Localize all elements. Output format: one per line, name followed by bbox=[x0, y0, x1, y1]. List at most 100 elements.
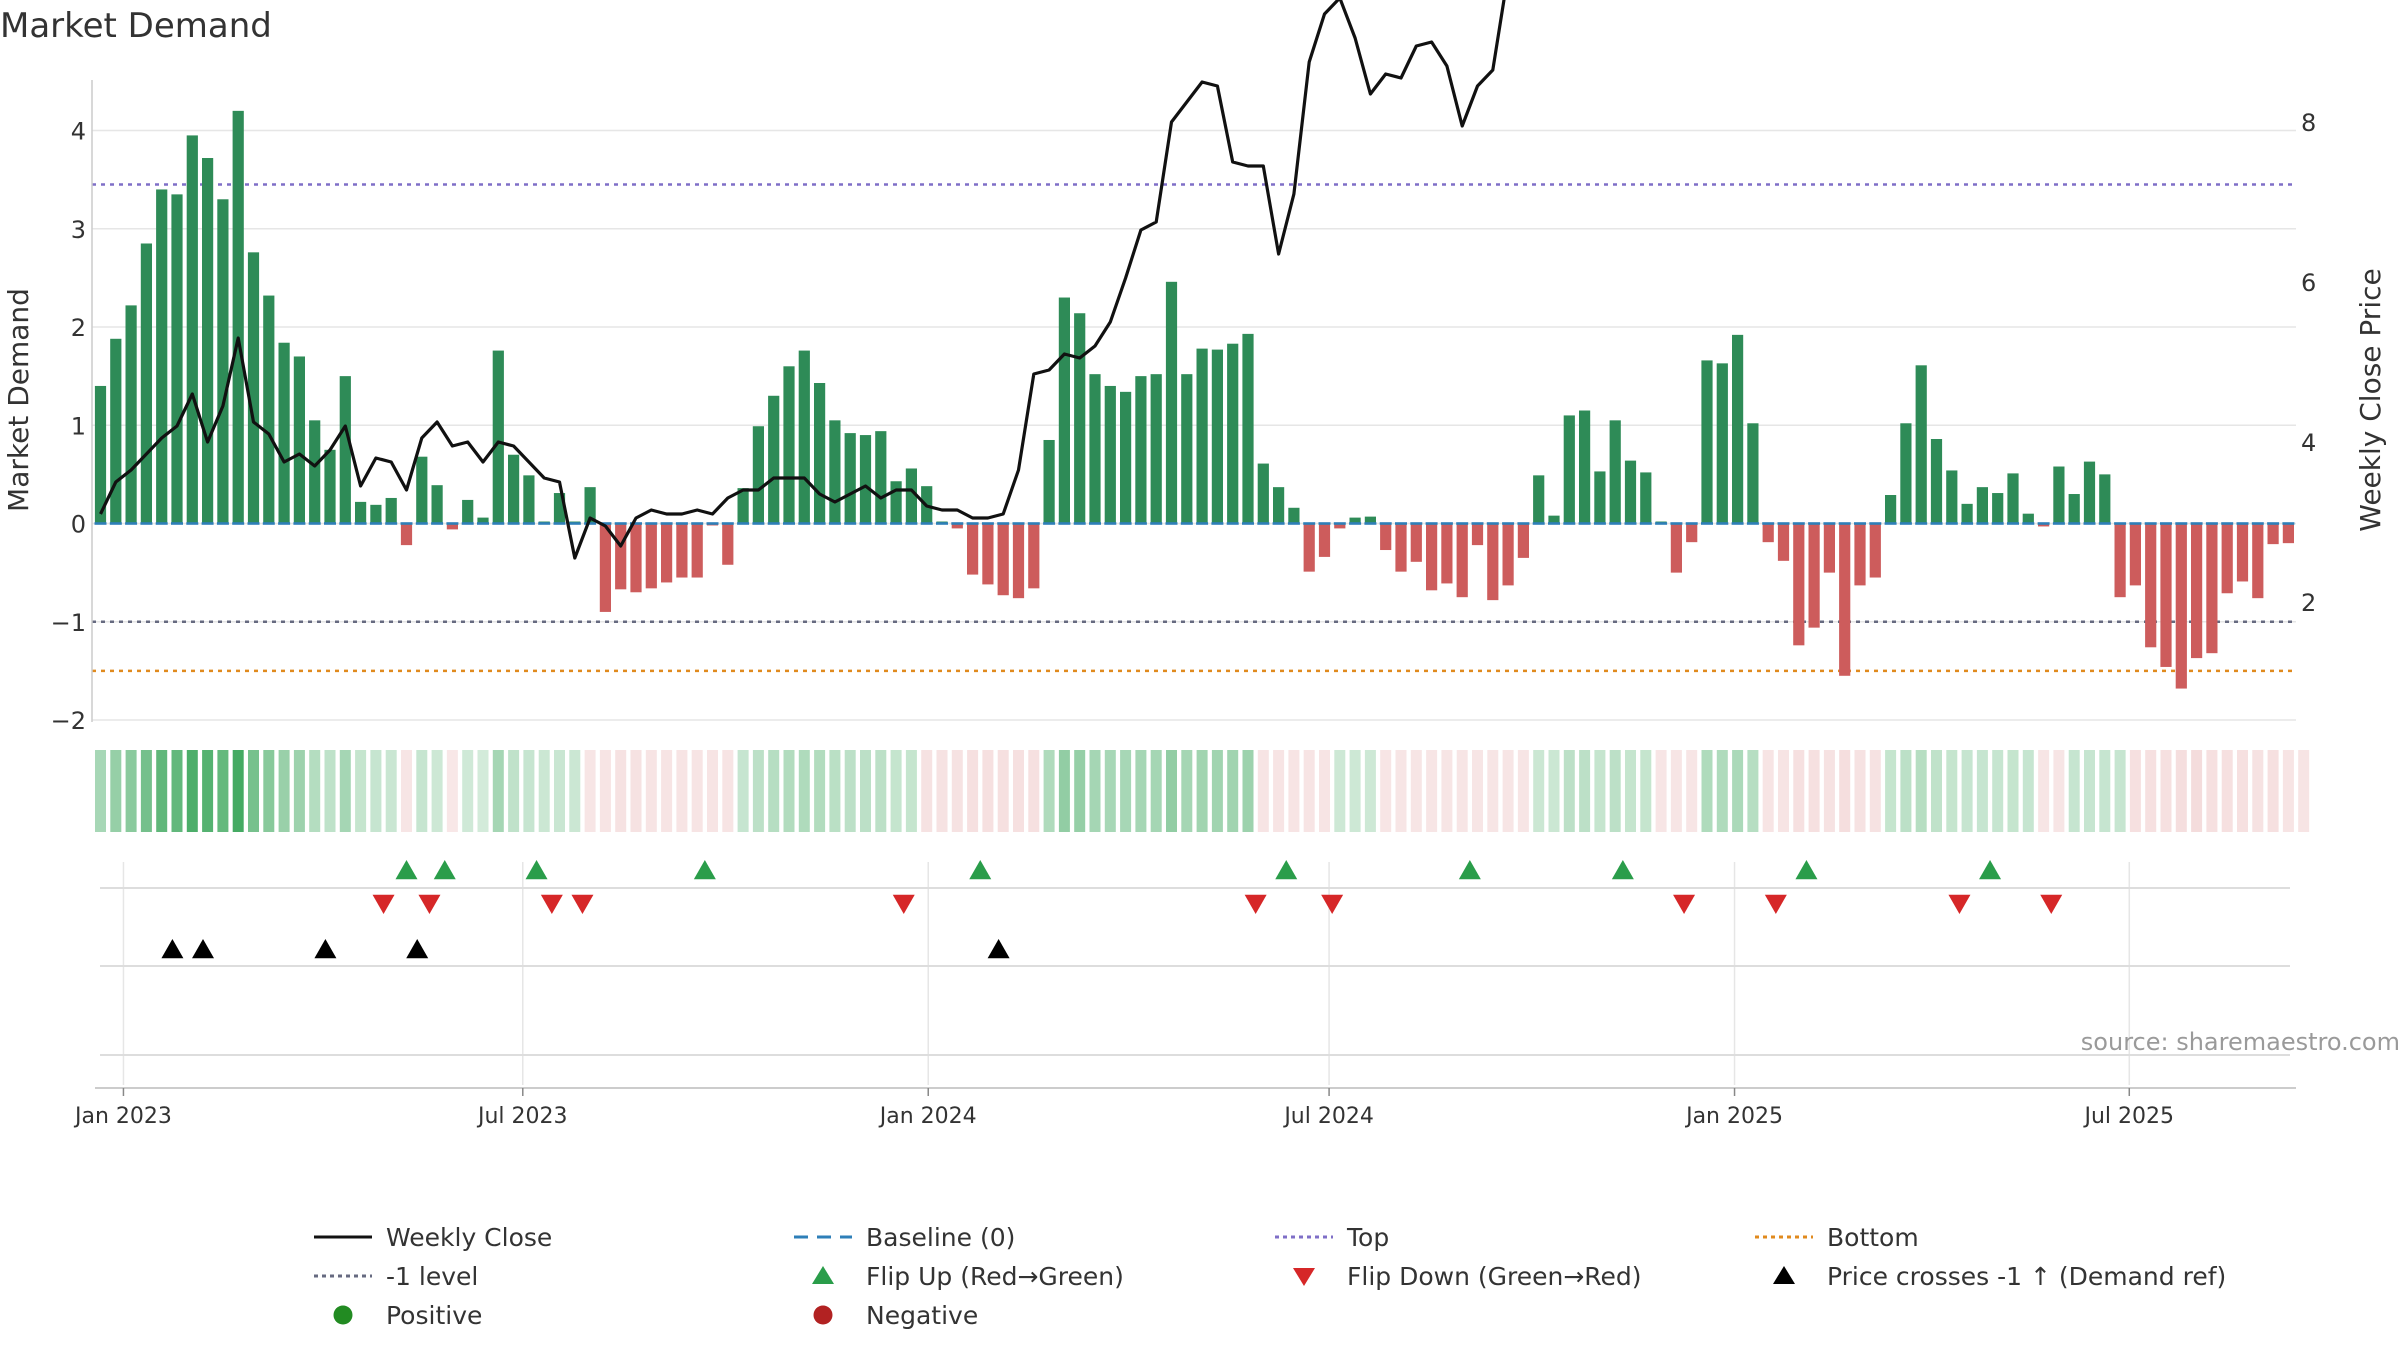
left-tick-label: 2 bbox=[71, 314, 86, 342]
legend-item: -1 level bbox=[314, 1262, 478, 1291]
demand-bar bbox=[1670, 523, 1682, 573]
demand-bar bbox=[752, 426, 764, 524]
demand-bar bbox=[1456, 523, 1468, 598]
x-axis-ticks: Jan 2023 Jul 2023 Jan 2024 Jul 2024 Jan 2025… bbox=[73, 1088, 2174, 1129]
heat-cell bbox=[1441, 750, 1453, 832]
heat-cell bbox=[186, 750, 198, 832]
heat-cell bbox=[1854, 750, 1866, 832]
demand-bar bbox=[1517, 523, 1529, 558]
heat-cell bbox=[967, 750, 979, 832]
legend: Weekly Close Baseline (0) Top Bottom -1 leve… bbox=[314, 1223, 2226, 1330]
x-tick-label: Jan 2025 bbox=[1684, 1104, 1783, 1129]
legend-item: Positive bbox=[333, 1301, 482, 1330]
demand-bar bbox=[125, 305, 137, 524]
flip-up-marker bbox=[693, 860, 716, 880]
flip-down-marker bbox=[1673, 894, 1696, 914]
heat-cell bbox=[584, 750, 596, 832]
heat-cell bbox=[1747, 750, 1759, 832]
heat-cell bbox=[1257, 750, 1269, 832]
heat-cell bbox=[1640, 750, 1652, 832]
demand-bar bbox=[110, 338, 122, 524]
flip-down-marker bbox=[571, 894, 594, 914]
heat-cell bbox=[783, 750, 795, 832]
heat-cell bbox=[1900, 750, 1912, 832]
flip-up-marker bbox=[1458, 860, 1481, 880]
heat-cell bbox=[615, 750, 627, 832]
heat-cell bbox=[2221, 750, 2233, 832]
heat-cell bbox=[370, 750, 382, 832]
heat-cell bbox=[844, 750, 856, 832]
demand-bar bbox=[1227, 343, 1239, 524]
heat-cell bbox=[1915, 750, 1927, 832]
flip-down-marker bbox=[1948, 894, 1971, 914]
flip-down-marker bbox=[1764, 894, 1787, 914]
demand-bar bbox=[553, 493, 566, 524]
demand-bar bbox=[416, 456, 428, 524]
heat-cell bbox=[2206, 750, 2218, 832]
heat-cell bbox=[1288, 750, 1300, 832]
flip-down-marker bbox=[540, 894, 563, 914]
flip-down-marker bbox=[892, 894, 915, 914]
heat-cell bbox=[814, 750, 826, 832]
heat-cell bbox=[232, 750, 244, 832]
heat-cell bbox=[569, 750, 581, 832]
heat-cell bbox=[875, 750, 887, 832]
legend-dot-icon bbox=[813, 1305, 833, 1325]
legend-label: Flip Up (Red→Green) bbox=[866, 1262, 1124, 1291]
demand-bar bbox=[967, 523, 979, 575]
heat-cell bbox=[1395, 750, 1407, 832]
demand-bar bbox=[2114, 523, 2126, 598]
legend-item: Flip Up (Red→Green) bbox=[812, 1262, 1124, 1291]
heat-cell bbox=[2068, 750, 2080, 832]
heat-cell bbox=[890, 750, 902, 832]
demand-bar bbox=[1074, 313, 1086, 524]
heat-cell bbox=[752, 750, 764, 832]
demand-bar bbox=[783, 366, 795, 524]
heat-cell bbox=[1976, 750, 1988, 832]
price-cross-marker bbox=[192, 939, 215, 959]
heat-cell bbox=[630, 750, 642, 832]
demand-bar bbox=[1150, 374, 1162, 524]
demand-bar bbox=[814, 383, 826, 524]
flip-down-marker bbox=[1321, 894, 1344, 914]
heat-cell bbox=[446, 750, 458, 832]
x-tick-label: Jul 2025 bbox=[2083, 1104, 2175, 1129]
demand-bar bbox=[232, 110, 244, 524]
demand-bar bbox=[1992, 493, 2004, 524]
heat-cell bbox=[2298, 750, 2310, 832]
demand-bar bbox=[1089, 374, 1101, 524]
demand-bar bbox=[1288, 507, 1300, 524]
event-markers bbox=[161, 860, 2063, 959]
heat-cell bbox=[599, 750, 611, 832]
heat-cell bbox=[1946, 750, 1958, 832]
demand-bar bbox=[2282, 523, 2294, 544]
right-axis-ticks: 246810121416 bbox=[2301, 109, 2316, 617]
demand-bar bbox=[1349, 517, 1361, 524]
demand-bar bbox=[1579, 410, 1591, 524]
demand-bar bbox=[1777, 523, 1790, 561]
demand-bar bbox=[2145, 523, 2157, 648]
legend-item: Negative bbox=[813, 1301, 978, 1330]
heat-cell bbox=[1563, 750, 1575, 832]
heat-cell bbox=[2191, 750, 2203, 832]
heat-cell bbox=[1166, 750, 1177, 832]
demand-bar bbox=[2191, 523, 2203, 659]
heat-cell bbox=[385, 750, 397, 832]
demand-bar bbox=[890, 481, 902, 524]
heat-cell bbox=[2160, 750, 2172, 832]
demand-bar bbox=[1043, 439, 1055, 524]
demand-bar bbox=[1487, 523, 1499, 601]
heat-cell bbox=[1961, 750, 1973, 832]
demand-bar bbox=[584, 487, 596, 524]
demand-bar bbox=[1471, 523, 1484, 546]
demand-bar bbox=[1257, 463, 1269, 524]
heat-cell bbox=[2282, 750, 2294, 832]
demand-bar bbox=[400, 523, 413, 546]
demand-bar bbox=[1624, 460, 1637, 524]
demand-bar bbox=[1104, 385, 1116, 524]
heat-cell bbox=[676, 750, 688, 832]
heat-cell bbox=[1625, 750, 1636, 832]
flip-down-marker bbox=[372, 894, 395, 914]
heat-cell bbox=[1869, 750, 1881, 832]
heat-cell bbox=[951, 750, 963, 832]
